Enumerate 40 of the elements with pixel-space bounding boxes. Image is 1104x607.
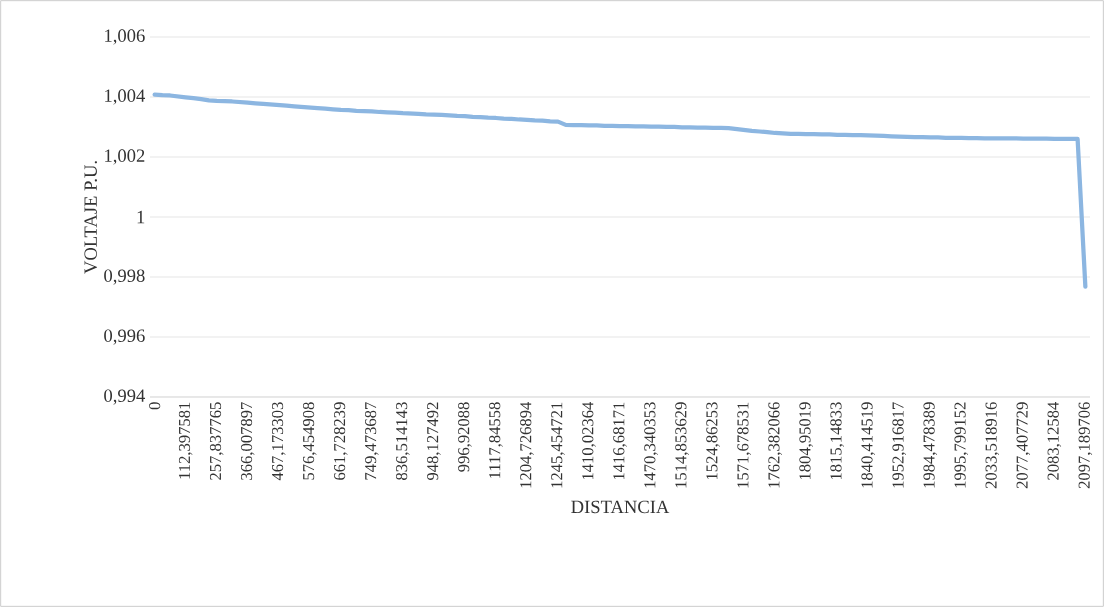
x-tick-label: 1984,478389 [923, 402, 938, 488]
x-axis-title: DISTANCIA [571, 500, 670, 514]
x-tick-label: 0 [149, 402, 161, 410]
x-tick-label: 1416,68171 [613, 402, 627, 480]
x-tick-label: 1840,414519 [861, 402, 875, 488]
x-tick-label: 2097,189706 [1078, 402, 1093, 489]
y-tick-label: 0,996 [104, 329, 145, 345]
x-tick-label: 2033,518916 [985, 402, 1000, 489]
x-tick-label: 1952,916817 [892, 402, 907, 488]
x-tick-label: 257,837765 [209, 402, 224, 480]
x-tick-label: 112,397581 [178, 402, 193, 479]
x-tick-label: 1804,95019 [799, 402, 813, 480]
y-axis-title: VOLTAJE P.U. [84, 161, 98, 274]
x-tick-label: 2077,407729 [1016, 402, 1031, 489]
x-tick-label: 366,007897 [240, 402, 255, 480]
x-tick-label: 576,454908 [302, 402, 317, 480]
x-tick-label: 467,173303 [271, 402, 286, 481]
y-tick-label: 1,004 [105, 89, 146, 105]
x-tick-label: 996,92088 [458, 402, 472, 472]
x-tick-label: 749,473687 [365, 402, 379, 480]
x-tick-label: 1117,84558 [489, 402, 503, 478]
y-tick-label: 1,006 [105, 29, 145, 45]
x-tick-label: 1762,382066 [768, 402, 782, 488]
y-tick-label: 0,998 [104, 269, 145, 285]
x-tick-label: 2083,12584 [1047, 401, 1062, 480]
y-tick-label: 1,002 [105, 149, 145, 165]
x-tick-label: 948,127492 [427, 402, 441, 481]
y-tick-label: 0,994 [104, 389, 146, 405]
x-tick-label: 1571,678531 [737, 402, 751, 488]
x-tick-label: 1410,02364 [582, 401, 596, 480]
x-tick-label: 661,728239 [334, 402, 348, 480]
x-tick-label: 1514,853629 [675, 402, 689, 488]
x-tick-label: 1245,454721 [551, 402, 565, 488]
x-tick-label: 1524,86253 [706, 402, 720, 480]
x-tick-label: 836,514143 [396, 402, 410, 480]
x-tick-label: 1995,799152 [954, 402, 969, 488]
x-tick-label: 1470,340353 [644, 402, 658, 488]
x-tick-label: 1815,14833 [830, 402, 844, 480]
x-tick-label: 1204,726894 [520, 401, 534, 488]
y-tick-label: 1 [137, 210, 145, 224]
